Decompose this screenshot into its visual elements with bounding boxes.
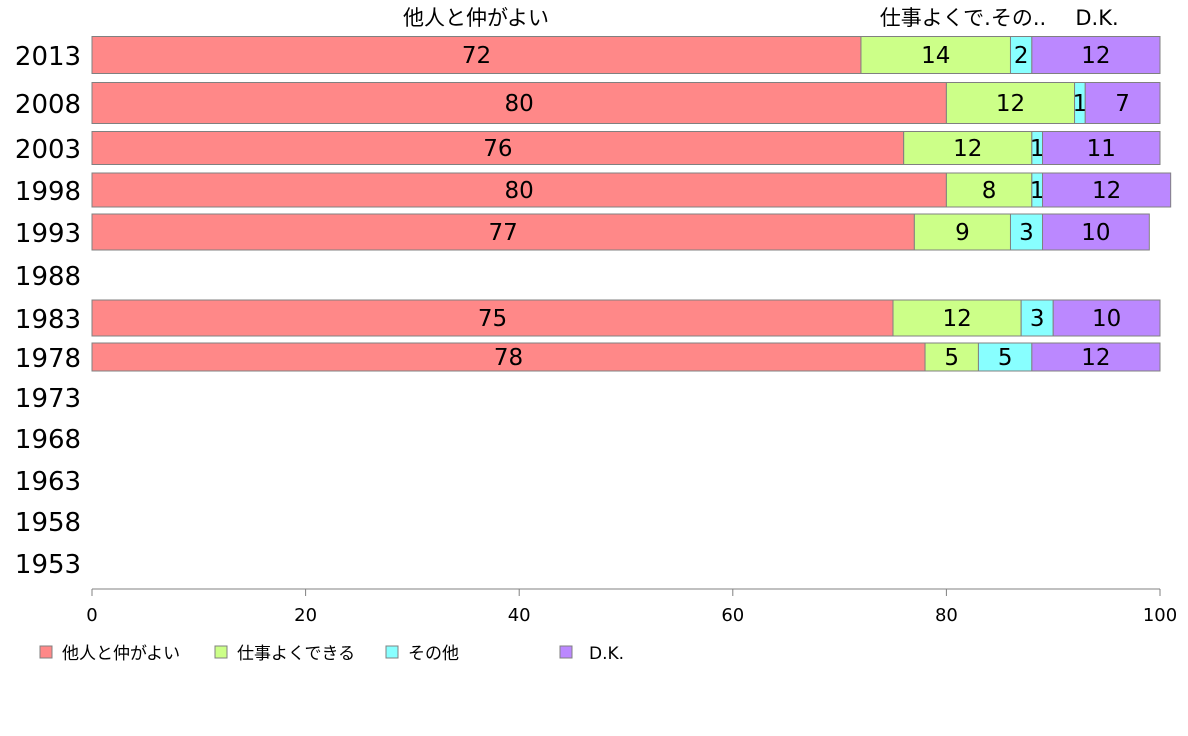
year-label-1998: 1998 (15, 177, 81, 207)
bar-1998-1 (945, 172, 1033, 208)
bar-2008-3 (1084, 82, 1161, 124)
bar-label-1978-1: 5 (944, 345, 959, 371)
legend-label-1: 仕事よくできる (237, 644, 355, 664)
year-label-2008: 2008 (15, 90, 81, 120)
legend-swatch-1 (214, 645, 228, 659)
top-labels: 他人と仲がよい 仕事よくで.その.. D.K. (403, 6, 1119, 30)
bar-label-1983-2: 3 (1030, 306, 1045, 332)
x-tick-label-80: 80 (935, 605, 958, 626)
legend-swatch-3 (559, 645, 573, 659)
bar-label-1983-1: 12 (942, 306, 971, 332)
bar-2003-1 (903, 131, 1033, 165)
year-label-1993: 1993 (15, 219, 81, 249)
bar-label-2003-1: 12 (953, 136, 982, 162)
year-label-1968: 1968 (15, 425, 81, 455)
bar-label-1998-0: 80 (505, 178, 534, 204)
bar-label-1978-2: 5 (998, 345, 1013, 371)
bar-label-2008-3: 7 (1115, 91, 1130, 117)
bar-1998-3 (1042, 172, 1172, 208)
bar-1993-1 (913, 213, 1011, 251)
year-label-1988: 1988 (15, 262, 81, 292)
bar-1993-3 (1042, 213, 1150, 251)
bar-label-2008-0: 80 (505, 91, 534, 117)
x-tick-label-60: 60 (721, 605, 744, 626)
year-label-1958: 1958 (15, 508, 81, 538)
bar-label-1998-3: 12 (1092, 178, 1121, 204)
bar-1983-2 (1020, 299, 1054, 337)
bar-1978-3 (1031, 342, 1161, 372)
x-tick-label-20: 20 (294, 605, 317, 626)
top-label-1: 仕事よくで.その.. (880, 6, 1046, 30)
bar-label-2003-2: 1 (1030, 136, 1045, 162)
x-tick-label-40: 40 (508, 605, 531, 626)
bar-2008-0 (91, 82, 947, 124)
year-label-2003: 2003 (15, 135, 81, 165)
x-axis: 0 20 40 60 80 100 (86, 588, 1177, 626)
bar-label-2013-3: 12 (1081, 43, 1110, 69)
bar-label-2003-0: 76 (483, 136, 512, 162)
legend-swatch-0 (39, 645, 53, 659)
bar-label-1993-2: 3 (1019, 220, 1034, 246)
bar-label-2013-2: 2 (1014, 43, 1029, 69)
legend-label-3: D.K. (589, 644, 624, 664)
bar-label-1993-1: 9 (955, 220, 970, 246)
bar-label-2013-0: 72 (462, 43, 491, 69)
year-label-1953: 1953 (15, 550, 81, 580)
year-label-1963: 1963 (15, 467, 81, 497)
bar-1983-3 (1052, 299, 1161, 337)
year-label-1983: 1983 (15, 305, 81, 335)
legend-swatch-2 (385, 645, 399, 659)
bar-label-1993-3: 10 (1081, 220, 1110, 246)
bar-label-2008-1: 12 (996, 91, 1025, 117)
bar-label-1983-3: 10 (1092, 306, 1121, 332)
bar-label-2008-2: 1 (1073, 91, 1088, 117)
bar-label-1998-2: 1 (1030, 178, 1045, 204)
top-label-2: D.K. (1075, 6, 1118, 30)
bar-label-1983-0: 75 (478, 306, 507, 332)
year-label-2013: 2013 (15, 42, 81, 72)
year-label-1973: 1973 (15, 384, 81, 414)
bar-2008-1 (945, 82, 1076, 124)
bar-2013-3 (1031, 36, 1161, 74)
bar-label-1993-0: 77 (489, 220, 518, 246)
bar-label-1978-3: 12 (1081, 345, 1110, 371)
legend-label-2: その他 (408, 644, 459, 664)
bar-2003-3 (1042, 131, 1161, 165)
bar-label-1998-1: 8 (982, 178, 997, 204)
top-label-0: 他人と仲がよい (403, 6, 549, 30)
bar-2013-0 (91, 36, 862, 74)
legend: 他人と仲がよい 仕事よくできる その他 D.K. (39, 644, 624, 664)
x-tick-label-100: 100 (1143, 605, 1177, 626)
bar-label-1978-0: 78 (494, 345, 523, 371)
x-tick-label-0: 0 (86, 605, 97, 626)
year-labels: 2013 2008 2003 1998 1993 1988 1983 1978 1973 1968… (15, 42, 81, 580)
bar-1998-0 (91, 172, 947, 208)
bar-label-2013-1: 14 (921, 43, 950, 69)
bar-label-2003-3: 11 (1087, 136, 1116, 162)
year-label-1978: 1978 (15, 344, 81, 374)
bar-2013-1 (860, 36, 1011, 74)
bar-1993-0 (91, 213, 915, 251)
bar-1983-0 (91, 299, 894, 337)
legend-label-0: 他人と仲がよい (62, 644, 180, 664)
bar-1993-2 (1009, 213, 1044, 251)
bar-1983-1 (892, 299, 1022, 337)
bar-1978-1 (924, 342, 979, 372)
bar-2003-0 (91, 131, 905, 165)
